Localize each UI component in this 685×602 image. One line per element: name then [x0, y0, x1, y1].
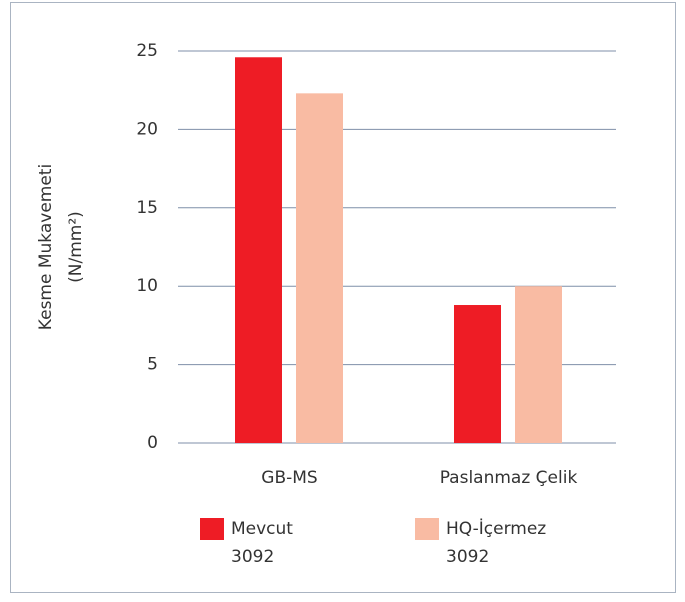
bar: [296, 93, 343, 443]
bar: [235, 57, 282, 443]
legend-swatch: [415, 518, 439, 540]
bar: [515, 286, 562, 443]
y-tick-label: 15: [136, 198, 158, 218]
x-tick-label: Paslanmaz Çelik: [440, 468, 578, 488]
y-tick-label: 5: [147, 355, 158, 375]
bar: [454, 305, 501, 443]
y-tick-label: 0: [147, 433, 158, 453]
x-tick-label: GB-MS: [261, 468, 317, 488]
frame: [10, 2, 676, 593]
y-tick-label: 10: [136, 276, 158, 296]
legend-label: HQ-İçermez 3092: [446, 518, 546, 567]
legend-swatch: [200, 518, 224, 540]
y-axis-label: Kesme Mukavemeti (N/mm²): [36, 164, 86, 330]
y-tick-label: 25: [136, 41, 158, 61]
legend-label: Mevcut 3092: [231, 519, 293, 567]
y-tick-label: 20: [136, 119, 158, 139]
